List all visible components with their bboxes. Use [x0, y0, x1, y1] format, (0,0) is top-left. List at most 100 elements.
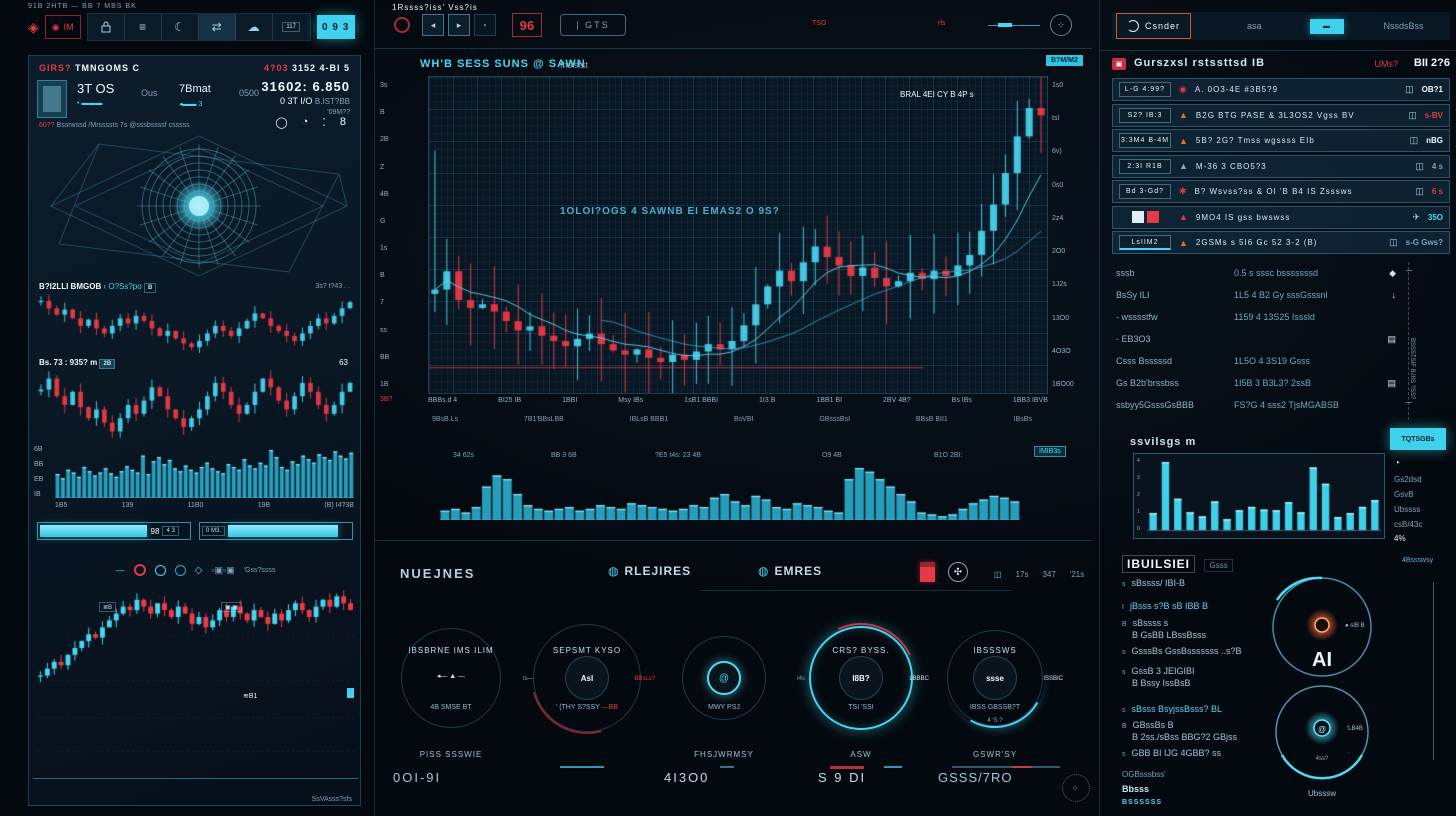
alert-action-icon[interactable]: ◫	[1408, 109, 1417, 120]
detail-ruler[interactable]: BSSSTSIF BJIIS ?SS?	[1406, 262, 1430, 420]
hist-x-label-2: 11B0	[187, 502, 204, 509]
detail-row-5[interactable]: Gs B2b'brssbss 1I5B 3 B3L3? 2ssB ▤	[1116, 372, 1396, 394]
detail-row-4[interactable]: Csss Bsssssd 1L5O 4 3S19 Gsss	[1116, 350, 1396, 372]
alert-row-1[interactable]: S2? IB:3 ▲ B2G BTG PASE & 3L3OS2 Vgss BV ◫ s…	[1112, 103, 1450, 127]
hist-x-label-3: 19B	[257, 502, 271, 509]
insight-item-6[interactable]: B GBssBs B B 2ss./sBss BBG?2 GBjss	[1122, 720, 1372, 742]
detail-row-1[interactable]: BsSy ILI 1L5 4 B2 Gy sssGsssnl ↓	[1116, 284, 1396, 306]
insight-item-7[interactable]: s GBB BI IJG 4GBB? ss	[1122, 748, 1372, 758]
gauge-3-value: 4I3O0	[664, 770, 710, 785]
detail-row-2[interactable]: - wsssstfw 1159 4 13S25 Isssld	[1116, 306, 1396, 328]
compass-dial-icon[interactable]: ✣	[948, 562, 968, 582]
rbar-y-label-2: 2	[1137, 492, 1140, 498]
battery-icon[interactable]: 117	[272, 14, 310, 40]
tab-active-indicator[interactable]: ▬	[1309, 18, 1344, 34]
alert-action-icon[interactable]: ◫	[1389, 237, 1398, 247]
progress-bar-2[interactable]: 0 M3.	[199, 522, 353, 540]
rbar-y-label-4: 0	[1137, 526, 1140, 532]
alert-action-icon[interactable]: ◫	[1409, 135, 1419, 145]
right-scroll-ruler[interactable]	[1433, 582, 1434, 760]
next-button[interactable]: ▸	[448, 14, 470, 36]
slider-knob[interactable]	[998, 23, 1012, 27]
bars-panel-button[interactable]: TQTSGBs	[1390, 428, 1446, 450]
alert-action-icon[interactable]: ◫	[1405, 84, 1414, 94]
insight-item-4[interactable]: s GssB 3 JEIGIBI B Bssy IssBsB	[1122, 666, 1372, 688]
swap-icon[interactable]: ⇄	[198, 14, 236, 40]
alert-value: 4 s	[1431, 161, 1443, 171]
progress-1-value: 98	[150, 526, 160, 536]
insight-badge: Gsss	[1204, 559, 1233, 572]
alert-list-icon: ▣	[1112, 58, 1126, 70]
markets-tab-3[interactable]: ◍ EMRES	[758, 564, 822, 578]
alert-row-6[interactable]: LsIIM2 ▲ 2GSMs s 5I6 Gc 52 3-2 (B) ◫ s-G Gws…	[1112, 231, 1450, 254]
price-tick-left-11: 1B	[380, 380, 389, 388]
insight-item-0[interactable]: s sBssss/ IBI-B	[1122, 578, 1372, 588]
ticker-label2: 0500	[239, 88, 260, 98]
progress-bar-1[interactable]: 98 4 3	[37, 522, 191, 540]
chart-chip-2: ▣ ▣	[221, 602, 243, 612]
settings-dial-icon[interactable]: ⁘	[1050, 14, 1072, 36]
zoom-slider[interactable]	[988, 23, 1040, 27]
right-tabbar: Csnder asa ▬ NssdsBss	[1112, 12, 1450, 40]
gauge-bottom-label: GSWR'SY	[972, 750, 1018, 759]
insight-item-line1: s GssB 3 JEIGIBI	[1122, 666, 1195, 676]
session-tick-1: 7B1'BBsLBB	[523, 416, 564, 423]
gauge-ring	[682, 636, 766, 720]
circle-icon-1[interactable]	[154, 564, 166, 576]
session-tick-0: 9BsB.Ls	[432, 416, 459, 423]
detail-icon[interactable]: ▤	[1387, 377, 1396, 388]
alert-row-5[interactable]: ▲ 9MO4 IS gss bwswss ✈ 35O	[1112, 205, 1450, 229]
tab-nasdaq[interactable]: NssdsBss	[1383, 21, 1424, 31]
record-button[interactable]	[394, 17, 410, 33]
alert-value: s-G Gws?	[1405, 238, 1443, 247]
cloud-icon[interactable]: ☁	[235, 14, 273, 40]
moon-icon[interactable]: ☾	[161, 14, 199, 40]
prev-button[interactable]: ◂	[422, 14, 444, 36]
alert-row-2[interactable]: 3:3M4 B-4M ▲ 5B? 2G? Tmss wgssss EIb ◫ nBG	[1112, 129, 1450, 152]
record-icon[interactable]	[133, 564, 146, 576]
stop-button[interactable]: ▪	[474, 14, 496, 36]
alert-chip[interactable]: ◉ IM	[44, 15, 81, 39]
volume-badge[interactable]: IMIB3s	[1034, 446, 1066, 457]
squares-icons[interactable]: ▫▣▫▣	[211, 564, 235, 575]
detail-icon[interactable]: ◆	[1389, 267, 1396, 278]
detail-row-3[interactable]: - EB3O3 ▤	[1116, 328, 1396, 350]
timeframe-pill[interactable]: | GTS	[560, 14, 626, 36]
detail-icon[interactable]: ↓	[1391, 290, 1397, 300]
alert-row-4[interactable]: Bd 3-Gd? ✱ B? Wsvss?ss & OI 'B B4 IS Zsssw…	[1112, 180, 1450, 203]
tab-asa[interactable]: asa	[1247, 21, 1262, 31]
primary-action-button[interactable]: 0 9 3	[316, 15, 355, 39]
mini-chart-b-title: Bs. 73 : 935? m 2B	[39, 358, 116, 369]
alert-action-icon[interactable]: ◫	[1415, 186, 1424, 196]
detail-row-6[interactable]: ssbyy5GsssGsBBB FS?G 4 sss2 TjsMGABSB	[1116, 394, 1396, 416]
gauge-sub-label: TSI 'SSI	[848, 704, 874, 711]
dotted-dial-icon[interactable]: ⁘	[1062, 774, 1090, 802]
detail-icon[interactable]: ▤	[1387, 333, 1396, 344]
circle-icon-2[interactable]	[174, 564, 186, 576]
stop-indicator[interactable]	[920, 562, 935, 582]
insight-item-5[interactable]: s sBsss BsyjssBsss? BL	[1122, 704, 1372, 714]
markets-tab-2[interactable]: ◍ RLEJIRES	[608, 564, 691, 578]
alert-action-icon[interactable]: ✈	[1412, 211, 1420, 222]
volume-group-label-1: BB 3 6B	[551, 452, 577, 459]
insight-item-3[interactable]: s GsssBs GssBsssssss ..s?B	[1122, 646, 1372, 656]
alert-row-3[interactable]: 2:3I R1B ▲ M-36 3 CBO5?3 ◫ 4 s	[1112, 154, 1450, 178]
tab-cander[interactable]: Csnder	[1116, 13, 1192, 39]
chart-watermark: 1OLOI?OGS 4 SAWNB EI EMAS2 O 9S?	[560, 206, 780, 217]
alert-row-0[interactable]: L-G 4:99? ◉ A. 0O3-4E #3B5?9 ◫ OB?1	[1112, 78, 1450, 101]
markets-tab-1[interactable]: NUEJNES	[400, 566, 476, 581]
date-tick-0: BBBs.d 4	[428, 397, 458, 404]
alert-action-icon[interactable]: ◫	[1415, 160, 1424, 171]
diamond-tool-icon[interactable]: ◇	[194, 564, 203, 576]
hist-x-label-0: 1B5	[55, 502, 68, 509]
sliders-icon[interactable]: ≡	[124, 14, 162, 40]
detail-row-0[interactable]: sssb 0.5 s sssc bsssssssd ◆	[1116, 262, 1396, 284]
pair-badge[interactable]: B?M/M2	[1046, 55, 1083, 66]
lock-icon[interactable]	[87, 14, 125, 40]
markets-tab-2-label: RLEJIRES	[624, 564, 692, 578]
